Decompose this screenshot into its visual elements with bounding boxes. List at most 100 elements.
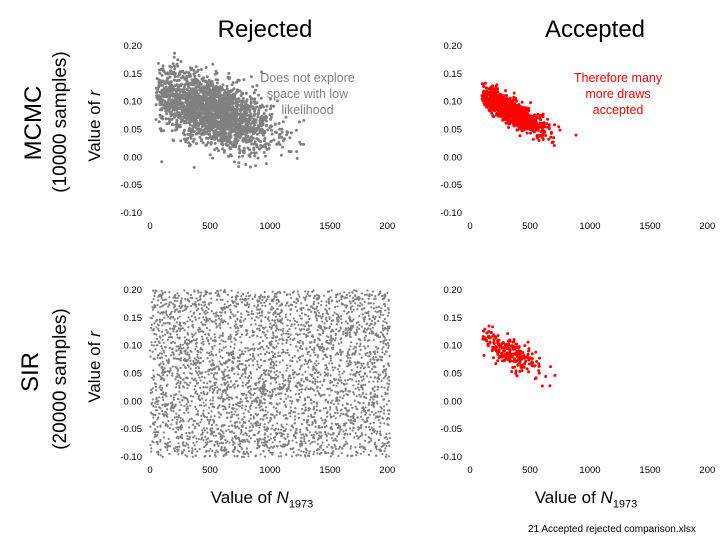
- scatter-point: [230, 411, 233, 414]
- ylabel-mcmc: Value of r: [85, 90, 104, 162]
- scatter-point: [172, 296, 175, 299]
- scatter-point: [223, 424, 226, 427]
- scatter-point: [234, 338, 237, 341]
- scatter-point: [332, 314, 335, 317]
- scatter-point: [175, 422, 178, 425]
- scatter-point: [181, 418, 184, 421]
- scatter-point: [333, 443, 336, 447]
- scatter-point: [281, 425, 284, 428]
- scatter-point: [248, 115, 252, 119]
- scatter-point: [227, 154, 230, 158]
- scatter-point: [527, 107, 531, 110]
- scatter-point: [291, 369, 294, 372]
- scatter-point: [366, 328, 369, 331]
- scatter-point: [288, 328, 291, 331]
- scatter-point: [181, 442, 184, 445]
- scatter-point: [204, 399, 208, 402]
- scatter-point: [376, 348, 379, 351]
- scatter-point: [289, 343, 292, 346]
- scatter-point: [229, 147, 233, 151]
- scatter-point: [279, 388, 282, 391]
- scatter-point: [256, 308, 259, 311]
- scatter-point: [235, 80, 239, 84]
- scatter-point: [239, 336, 242, 339]
- scatter-point: [229, 430, 232, 433]
- scatter-point: [345, 293, 348, 297]
- scatter-point: [201, 309, 204, 312]
- scatter-point: [247, 106, 251, 110]
- scatter-point: [372, 398, 375, 401]
- scatter-point: [322, 448, 325, 451]
- scatter-point: [330, 422, 333, 425]
- scatter-point: [161, 347, 164, 350]
- scatter-point: [207, 108, 210, 112]
- point-group: [154, 51, 306, 169]
- scatter-point: [291, 400, 294, 403]
- scatter-point: [375, 345, 378, 348]
- scatter-point: [288, 380, 292, 383]
- scatter-point: [218, 113, 222, 117]
- scatter-point: [298, 140, 302, 144]
- scatter-point: [358, 327, 361, 330]
- scatter-point: [251, 85, 255, 89]
- scatter-point: [154, 340, 157, 344]
- x-tick-label: 2000: [379, 465, 395, 476]
- scatter-point: [159, 448, 162, 451]
- scatter-point: [183, 329, 186, 332]
- scatter-point: [275, 360, 278, 363]
- scatter-point: [200, 418, 203, 421]
- scatter-point: [153, 332, 156, 335]
- scatter-point: [323, 322, 326, 325]
- scatter-point: [249, 353, 252, 356]
- scatter-point: [177, 442, 180, 445]
- scatter-point: [208, 132, 212, 136]
- x-tick-label: 1500: [639, 221, 660, 232]
- scatter-point: [207, 90, 211, 94]
- scatter-point: [205, 114, 209, 118]
- scatter-point: [235, 403, 238, 406]
- scatter-point: [504, 113, 508, 117]
- scatter-point: [315, 449, 318, 452]
- scatter-point: [161, 64, 165, 68]
- scatter-point: [182, 347, 185, 350]
- scatter-point: [359, 366, 362, 369]
- scatter-point: [226, 394, 229, 397]
- scatter-point: [552, 136, 556, 140]
- scatter-point: [279, 153, 283, 157]
- scatter-point: [208, 92, 212, 96]
- scatter-point: [323, 325, 326, 328]
- y-tick-label: 0.00: [124, 396, 143, 407]
- scatter-point: [505, 94, 508, 97]
- scatter-point: [228, 403, 231, 406]
- scatter-point: [179, 60, 183, 63]
- scatter-point: [197, 291, 200, 294]
- scatter-point: [170, 98, 174, 102]
- scatter-point: [244, 122, 248, 126]
- scatter-point: [264, 162, 268, 166]
- scatter-point: [188, 73, 192, 76]
- scatter-point: [378, 425, 381, 428]
- scatter-point: [325, 424, 328, 427]
- scatter-point: [230, 154, 233, 158]
- scatter-point: [344, 387, 347, 390]
- scatter-point: [266, 435, 270, 438]
- scatter-point: [166, 71, 170, 75]
- scatter-point: [264, 108, 268, 112]
- scatter-point: [285, 293, 288, 297]
- scatter-point: [337, 454, 340, 458]
- scatter-point: [161, 386, 164, 389]
- scatter-point: [210, 415, 213, 418]
- scatter-point: [230, 335, 233, 338]
- scatter-point: [237, 147, 241, 151]
- scatter-point: [302, 450, 305, 453]
- scatter-point: [178, 72, 181, 76]
- scatter-point: [534, 128, 538, 132]
- scatter-point: [189, 91, 193, 95]
- scatter-point: [196, 392, 199, 396]
- scatter-point: [197, 96, 201, 100]
- scatter-point: [201, 79, 205, 83]
- scatter-point: [262, 139, 266, 143]
- scatter-point: [162, 129, 165, 133]
- scatter-point: [156, 304, 159, 307]
- scatter-point: [304, 388, 307, 391]
